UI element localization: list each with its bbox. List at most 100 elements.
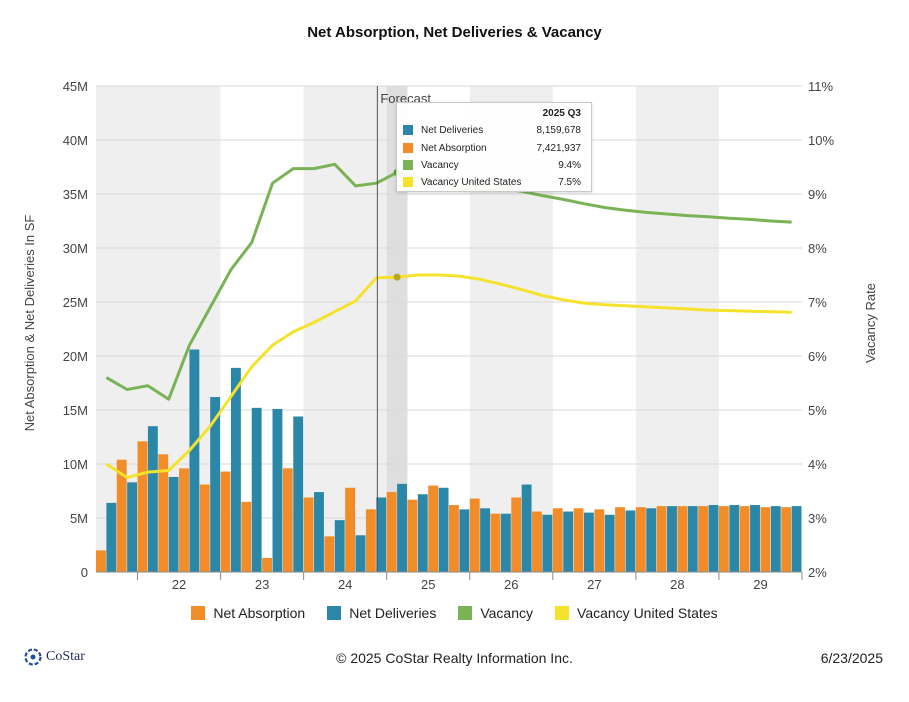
tooltip-swatch (403, 177, 413, 187)
bar-net-absorption (303, 497, 314, 572)
bar-net-deliveries (480, 508, 491, 572)
bar-net-deliveries (583, 512, 594, 572)
costar-logo-icon (24, 648, 42, 666)
bar-net-absorption (656, 506, 667, 572)
legend-item-vacancy[interactable]: Vacancy (458, 605, 533, 621)
y-tick-label: 40M (63, 133, 88, 148)
bar-net-deliveries (563, 511, 574, 572)
bar-net-absorption (199, 484, 210, 572)
tooltip-row: Vacancy United States 7.5% (403, 174, 581, 190)
bar-net-absorption (96, 550, 106, 572)
y-axis-left-label: Net Absorption & Net Deliveries In SF (22, 214, 37, 432)
tooltip-swatch (403, 160, 413, 170)
bar-net-absorption (324, 536, 335, 572)
bar-net-deliveries (625, 510, 636, 572)
tooltip-row: Vacancy 9.4% (403, 157, 581, 173)
bar-net-absorption (511, 497, 522, 572)
bar-net-deliveries (687, 506, 698, 572)
y2-tick-label: 6% (808, 349, 827, 364)
bar-net-deliveries (750, 505, 760, 572)
bar-net-absorption (594, 509, 605, 572)
legend-swatch (458, 606, 473, 620)
bar-net-absorption (241, 501, 252, 572)
bar-net-deliveries (147, 426, 158, 572)
legend-item-net-deliveries[interactable]: Net Deliveries (327, 605, 436, 621)
legend-label: Vacancy United States (577, 605, 718, 621)
tooltip-label: Vacancy United States (421, 176, 522, 188)
tooltip-label: Net Absorption (421, 142, 487, 154)
chart-title: Net Absorption, Net Deliveries & Vacancy (307, 24, 602, 41)
tooltip-swatch (403, 143, 413, 153)
bar-net-absorption (407, 499, 418, 572)
costar-logo: CoStar (24, 648, 85, 666)
y-tick-label: 0 (81, 565, 88, 580)
tooltip-value: 7,421,937 (536, 142, 582, 154)
legend-item-vacancy-us[interactable]: Vacancy United States (555, 605, 718, 621)
bar-net-absorption (532, 511, 542, 572)
y2-tick-label: 7% (808, 295, 827, 310)
y-tick-label: 10M (63, 457, 88, 472)
bar-net-deliveries (293, 416, 304, 572)
bar-net-absorption (282, 468, 293, 572)
y-tick-label: 45M (63, 79, 88, 94)
bar-net-deliveries (521, 484, 532, 572)
tooltip-label: Net Deliveries (421, 124, 484, 136)
x-tick-label: 29 (753, 577, 767, 592)
line-vacancy-us (105, 273, 792, 479)
x-tick-label: 22 (172, 577, 186, 592)
y2-tick-label: 11% (808, 79, 833, 94)
y2-tick-label: 3% (808, 511, 827, 526)
tooltip-row: Net Absorption 7,421,937 (403, 140, 581, 156)
bar-net-deliveries (459, 509, 470, 572)
bar-net-deliveries (251, 407, 262, 572)
bar-net-absorption (677, 506, 688, 572)
tooltip-value: 9.4% (558, 159, 581, 171)
bar-net-deliveries (397, 483, 407, 572)
tooltip-row: Net Deliveries 8,159,678 (403, 122, 581, 138)
axes: 0 5M 10M 15M 20M 25M 30M 35M 40M 45M 2% 3% 4% 5% 6% 7% 8… (63, 79, 835, 592)
bar-net-deliveries (189, 349, 200, 572)
bar-net-deliveries (106, 502, 117, 572)
bar-net-deliveries (542, 514, 553, 572)
bar-net-absorption (449, 505, 459, 572)
tooltip-period: 2025 Q3 (542, 108, 581, 119)
y-tick-label: 20M (63, 349, 88, 364)
bar-net-deliveries (376, 497, 387, 572)
bar-series (96, 349, 802, 572)
legend-item-net-absorption[interactable]: Net Absorption (191, 605, 305, 621)
legend-swatch (327, 606, 342, 620)
y-axis-right-label: Vacancy Rate (863, 283, 878, 363)
legend: Net Absorption Net Deliveries Vacancy Va… (0, 605, 909, 621)
bar-net-absorption (158, 454, 169, 572)
y-tick-label: 25M (63, 295, 88, 310)
vacancy-us-highlight-point (393, 273, 401, 281)
x-tick-label: 24 (338, 577, 352, 592)
bar-net-absorption (552, 508, 563, 572)
bar-net-absorption (428, 485, 439, 572)
bar-net-absorption (365, 509, 376, 572)
tooltip-value: 7.5% (558, 176, 581, 188)
bar-net-deliveries (500, 513, 511, 572)
x-tick-label: 23 (255, 577, 269, 592)
bar-net-absorption (739, 506, 750, 572)
tooltip-swatch (403, 125, 413, 135)
y2-tick-label: 2% (808, 565, 827, 580)
report-date: 6/23/2025 (820, 650, 883, 666)
bar-net-deliveries (417, 494, 428, 572)
bar-net-deliveries (334, 520, 345, 572)
y2-tick-label: 4% (808, 457, 827, 472)
y2-tick-label: 8% (808, 241, 827, 256)
bar-net-absorption (698, 506, 709, 572)
bar-net-absorption (179, 468, 189, 572)
bar-net-deliveries (272, 408, 283, 572)
copyright-text: © 2025 CoStar Realty Information Inc. (336, 650, 573, 666)
bar-net-absorption (469, 498, 480, 572)
bar-net-deliveries (667, 506, 677, 572)
bar-net-deliveries (314, 492, 324, 572)
bar-net-absorption (386, 492, 397, 572)
legend-swatch (191, 606, 206, 620)
y2-tick-label: 5% (808, 403, 827, 418)
x-tick-label: 28 (670, 577, 684, 592)
bar-net-deliveries (210, 397, 221, 572)
brand-name: CoStar (46, 649, 85, 664)
